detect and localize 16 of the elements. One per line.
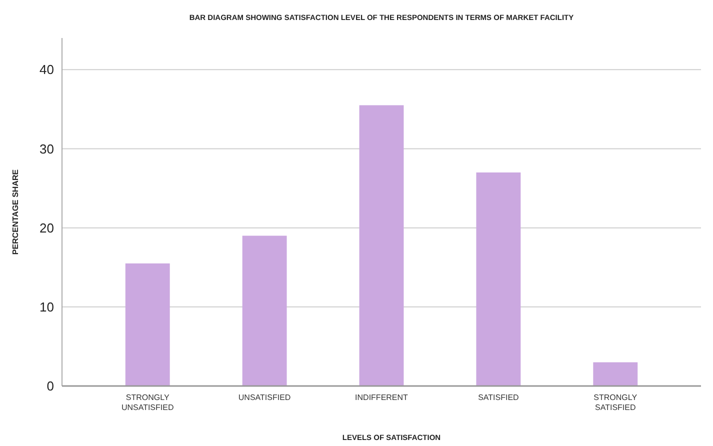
bar: [476, 172, 521, 386]
y-tick-label: 10: [40, 299, 54, 314]
x-tick-label: STRONGLY SATISFIED: [594, 393, 638, 412]
y-tick-label: 0: [46, 378, 54, 394]
x-tick-label: SATISFIED: [478, 393, 520, 402]
y-tick-label: 30: [40, 141, 54, 156]
bar: [593, 362, 638, 386]
x-tick-label: UNSATISFIED: [238, 393, 291, 402]
y-tick-label: 40: [40, 62, 54, 78]
x-tick-label: STRONGLY UNSATISFIED: [121, 393, 174, 412]
bar: [359, 105, 404, 386]
x-tick-label: INDIFFERENT: [355, 393, 408, 402]
bar: [125, 263, 170, 386]
y-axis-title: PERCENTAGE SHARE: [11, 168, 20, 255]
y-tick-label: 20: [40, 220, 54, 236]
bar: [242, 236, 287, 386]
